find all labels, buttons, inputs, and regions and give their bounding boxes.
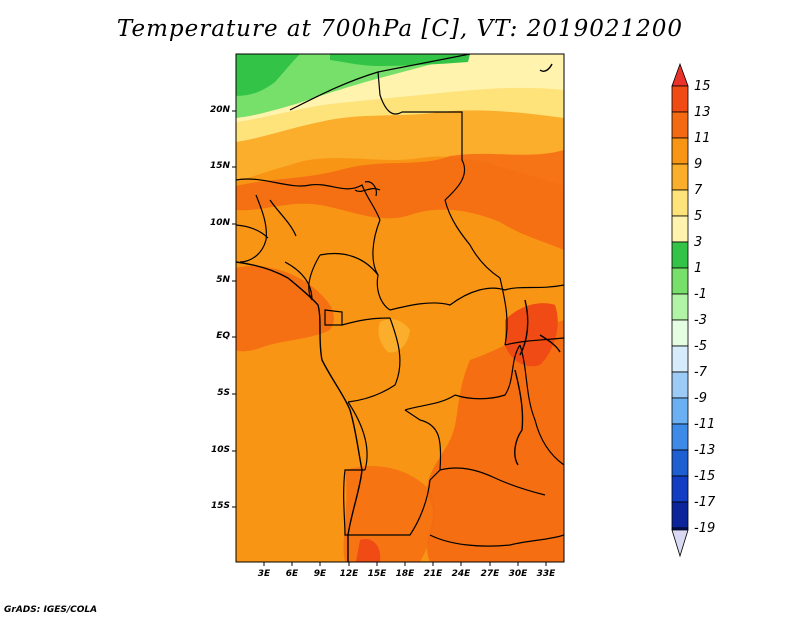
colorbar-label: -15 <box>694 469 716 484</box>
axis-ticks <box>232 110 547 566</box>
colorbar-label: -5 <box>694 339 707 354</box>
colorbar-swatch <box>671 501 689 529</box>
grads-credit: GrADS: IGES/COLA <box>4 605 98 615</box>
field-band-13-lakes <box>505 303 558 367</box>
colorbar-label: -9 <box>694 391 707 406</box>
colorbar-swatch <box>671 449 689 477</box>
lon-label: 12E <box>339 569 359 579</box>
colorbar-label: 15 <box>694 79 711 94</box>
colorbar-swatch <box>671 475 689 503</box>
colorbar-swatch <box>671 397 689 425</box>
lon-label: 21E <box>423 569 443 579</box>
lat-label: 10S <box>210 445 230 455</box>
colorbar-swatch <box>671 241 689 269</box>
colorbar-label: 9 <box>694 157 703 172</box>
lon-label: 30E <box>508 569 528 579</box>
colorbar-label: 13 <box>694 105 711 120</box>
field-band-11-east <box>427 320 564 562</box>
colorbar-label: -13 <box>694 443 716 458</box>
lon-label: 15E <box>367 569 387 579</box>
colorbar-swatch <box>671 345 689 373</box>
field-band-7-congo <box>378 319 410 353</box>
colorbar-bottom-arrow <box>671 529 689 558</box>
lon-label: 33E <box>536 569 556 579</box>
map-frame <box>235 53 565 563</box>
colorbar-swatch <box>671 137 689 165</box>
colorbar-swatch <box>671 293 689 321</box>
colorbar-label: 7 <box>694 183 703 198</box>
lat-label: 15N <box>209 161 230 171</box>
colorbar-top-arrow <box>671 62 689 87</box>
colorbar-label: -19 <box>694 521 716 536</box>
lat-label: 20N <box>209 105 230 115</box>
lat-label: 10N <box>209 218 230 228</box>
colorbar-label: -1 <box>694 287 707 302</box>
colorbar-swatch <box>671 319 689 347</box>
colorbar-swatch <box>671 267 689 295</box>
colorbar-label: -3 <box>694 313 707 328</box>
lat-label: EQ <box>216 331 230 341</box>
lat-label: 15S <box>210 501 230 511</box>
lat-label: 5S <box>217 388 230 398</box>
colorbar-swatch <box>671 85 689 113</box>
colorbar-swatch <box>671 163 689 191</box>
lon-label: 27E <box>480 569 500 579</box>
coastlines <box>236 63 561 562</box>
colorbar-label: 3 <box>694 235 703 250</box>
field-band-11-south <box>343 466 436 562</box>
field-band-3-green-2 <box>330 54 470 66</box>
country-borders <box>236 54 564 547</box>
colorbar-label: -11 <box>694 417 716 432</box>
colorbar-swatch <box>671 371 689 399</box>
map-title: Temperature at 700hPa [C], VT: 201902120… <box>116 16 684 42</box>
lon-label: 9E <box>313 569 327 579</box>
colorbar-swatch <box>671 189 689 217</box>
colorbar-swatch <box>671 111 689 139</box>
field-band-3-green <box>236 54 300 96</box>
colorbar-label: 11 <box>694 131 711 146</box>
field-band-11-north <box>236 150 564 250</box>
colorbar-swatch <box>671 423 689 451</box>
colorbar <box>671 62 689 558</box>
colorbar-label: 1 <box>694 261 703 276</box>
lon-label: 18E <box>395 569 415 579</box>
lon-label: 6E <box>285 569 299 579</box>
colorbar-label: -17 <box>694 495 716 510</box>
colorbar-label: 5 <box>694 209 703 224</box>
field-band-1 <box>236 54 470 118</box>
field-band-13-south <box>356 539 381 562</box>
colorbar-label: -7 <box>694 365 707 380</box>
lon-label: 3E <box>257 569 271 579</box>
lon-label: 24E <box>451 569 471 579</box>
lat-label: 5N <box>216 275 230 285</box>
colorbar-swatch <box>671 215 689 243</box>
